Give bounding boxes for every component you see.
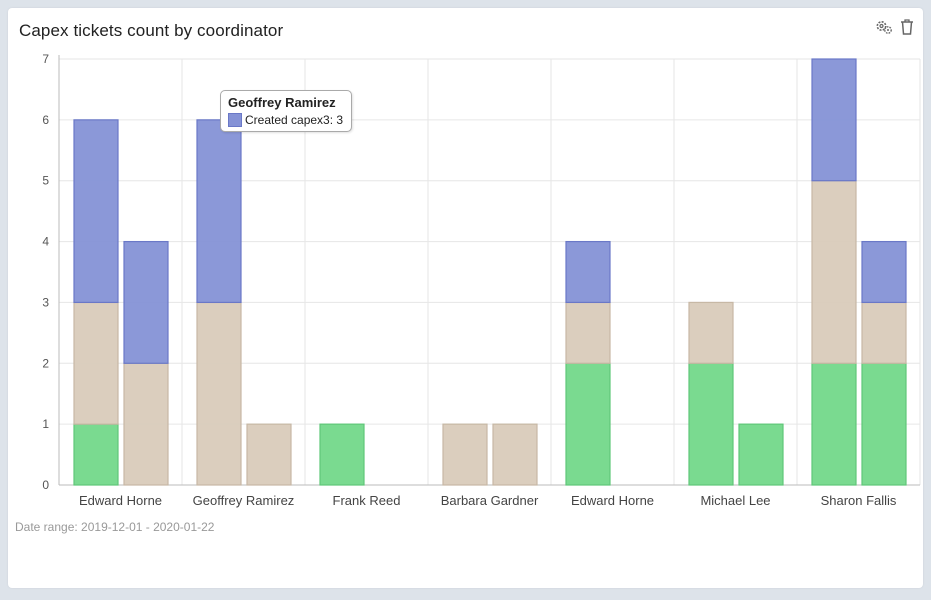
bar-segment (738, 423, 784, 486)
bar-segment (688, 301, 734, 364)
bar-segment (196, 119, 242, 304)
y-tick-label: 4 (42, 235, 49, 249)
x-tick-label: Edward Horne (79, 493, 162, 508)
chart-tooltip: Geoffrey Ramirez Created capex3: 3 (220, 90, 353, 132)
y-tick-label: 0 (42, 478, 49, 492)
bar-segment (123, 362, 169, 486)
bar-segment (319, 423, 365, 486)
tooltip-text: Created capex3: 3 (245, 113, 344, 127)
bar-segment (73, 423, 119, 486)
date-range-label: Date range: 2019-12-01 - 2020-01-22 (15, 520, 215, 534)
bar-segment (565, 240, 611, 304)
trash-icon[interactable] (899, 18, 917, 36)
y-tick-label: 6 (42, 113, 49, 127)
tooltip-title: Geoffrey Ramirez (228, 95, 336, 110)
bar-segment (565, 301, 611, 364)
bar-segment (246, 423, 292, 486)
x-tick-label: Edward Horne (571, 493, 654, 508)
y-tick-label: 5 (42, 174, 49, 188)
gears-icon[interactable] (875, 18, 893, 36)
y-tick-label: 2 (42, 356, 49, 370)
bar-segment (492, 423, 538, 486)
x-tick-label: Barbara Gardner (441, 493, 539, 508)
bar-segment (861, 362, 907, 486)
y-tick-label: 7 (42, 52, 49, 66)
bar-segment (565, 362, 611, 486)
y-tick-label: 1 (42, 417, 49, 431)
bar-segment (811, 180, 857, 364)
bar-segment (811, 362, 857, 486)
bar-segment (196, 301, 242, 486)
x-tick-label: Frank Reed (333, 493, 401, 508)
x-tick-label: Sharon Fallis (821, 493, 897, 508)
widget-toolbar (875, 18, 917, 36)
y-tick-label: 3 (42, 295, 49, 309)
bar-segment (861, 240, 907, 304)
bar-segment (73, 119, 119, 304)
bar-segment (688, 362, 734, 486)
bar-segment (123, 240, 169, 364)
widget-title: Capex tickets count by coordinator (19, 21, 284, 40)
tooltip-swatch (228, 113, 242, 127)
bar-segment (811, 58, 857, 182)
bar-segment (442, 423, 488, 486)
x-tick-label: Michael Lee (700, 493, 770, 508)
x-tick-label: Geoffrey Ramirez (193, 493, 295, 508)
tooltip-row: Created capex3: 3 (228, 113, 343, 127)
bar-segment (73, 301, 119, 425)
bar-segment (861, 301, 907, 364)
